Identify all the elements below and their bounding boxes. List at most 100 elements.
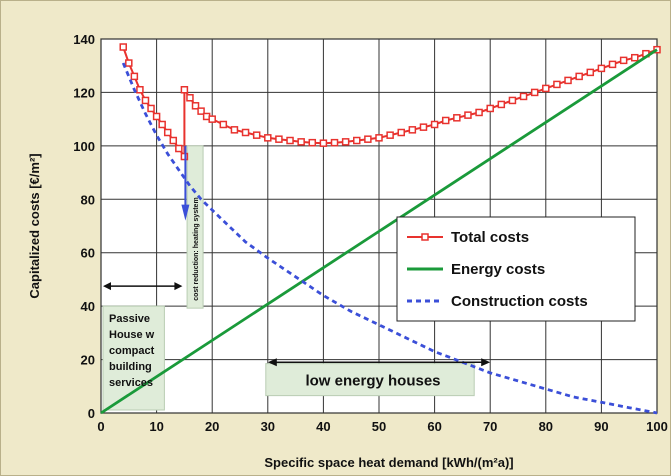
total-costs-point [219,120,228,129]
cost-reduction-box [186,145,204,309]
total-costs-point [319,139,328,147]
total-costs-point [619,56,628,65]
total-costs-point [519,92,528,101]
total-costs-point [330,138,339,147]
total-costs-point [264,134,272,142]
cost-reduction-label: cost reduction: heating system [193,197,200,300]
total-costs-point [464,111,472,119]
x-tick-label: 20 [205,419,219,434]
total-costs-point [252,131,261,139]
y-tick-label: 20 [81,353,95,368]
total-costs-point [497,100,506,109]
x-tick-label: 70 [483,419,497,434]
passive-house-label: Passive [109,313,150,325]
low-energy-arrow-head-left [267,358,277,367]
total-costs-point [230,126,239,134]
total-costs-point [180,86,189,94]
x-tick-label: 40 [316,419,330,434]
y-tick-label: 140 [73,32,95,47]
total-costs-point [158,120,166,129]
total-costs-point [608,60,617,69]
annotations: Passive House w compact building services low… [103,145,491,390]
passive-arrow-head-right [174,282,183,291]
total-costs-point [486,104,494,113]
total-costs-point [364,135,372,143]
total-costs-point [197,107,205,115]
total-costs-point [191,102,200,110]
y-axis-title: Capitalized costs [€/m²] [27,153,42,298]
total-costs-point [430,120,439,129]
y-tick-label: 80 [81,192,95,207]
total-costs-point [530,88,539,97]
total-costs-point [508,96,517,105]
total-costs-point [152,112,161,121]
legend-label: Energy costs [451,261,545,278]
total-costs-point [130,72,139,81]
low-energy-label: low energy houses [305,373,440,390]
x-tick-label: 30 [261,419,275,434]
total-costs-point [141,96,150,105]
total-costs-point [341,138,350,146]
x-tick-label: 50 [372,419,386,434]
x-axis-title: Specific space heat demand [kWh/(m²a)] [264,455,513,470]
total-costs-point [542,84,550,93]
y-tick-labels: 0 20 40 60 80 100 120 140 [73,32,95,421]
total-costs-point [125,59,133,67]
total-costs-point [241,128,250,137]
cost-reduction-arrow-head [181,204,190,221]
total-costs-point [169,136,178,145]
series-line-total-costs [122,46,658,160]
total-costs-point [475,108,483,117]
passive-house-label: services [109,377,153,389]
legend-label: Total costs [451,229,529,246]
x-tick-label: 100 [646,419,668,434]
series-lines [100,43,661,415]
total-costs-point [136,86,144,94]
legend: Total costs Energy costs Construction cost… [396,216,636,322]
legend-label: Construction costs [451,293,588,310]
total-costs-point [175,144,183,153]
low-energy-arrow-head-right [481,358,491,367]
total-costs-point [575,72,583,81]
total-costs-point [453,114,461,122]
total-costs-point [119,43,127,51]
y-tick-label: 0 [88,406,95,421]
total-costs-point [297,138,305,146]
annotation-backgrounds [102,145,475,411]
total-costs-point [408,126,417,134]
y-tick-label: 100 [73,139,95,154]
total-costs-point [597,64,606,73]
total-costs-point [186,94,194,102]
x-tick-label: 90 [594,419,608,434]
total-costs-point [564,76,572,85]
total-costs-point [441,116,450,125]
total-costs-point [308,138,317,147]
total-costs-point [586,68,595,77]
y-tick-label: 60 [81,246,95,261]
low-energy-box [265,363,475,397]
passive-arrow-head-left [103,282,111,291]
passive-house-label: building [109,361,152,373]
passive-house-label: House w [109,329,155,341]
total-costs-point [419,123,428,131]
x-tick-label: 10 [149,419,163,434]
total-costs-point [553,80,561,89]
legend-marker [421,233,429,241]
total-costs-point [353,136,361,145]
total-costs-point [631,53,639,62]
total-costs-point [147,104,155,113]
series-line-construction-costs [121,62,658,415]
total-costs-point [375,134,383,142]
total-costs-point [275,135,283,143]
total-costs-point [397,128,405,137]
total-costs-point [163,128,172,137]
total-costs-point [286,136,294,145]
total-costs-point [653,45,661,54]
x-tick-label: 0 [97,419,104,434]
passive-house-label: compact [109,345,155,357]
x-tick-label: 60 [427,419,441,434]
total-costs-point [208,115,216,123]
series-line-energy-costs [100,48,658,415]
